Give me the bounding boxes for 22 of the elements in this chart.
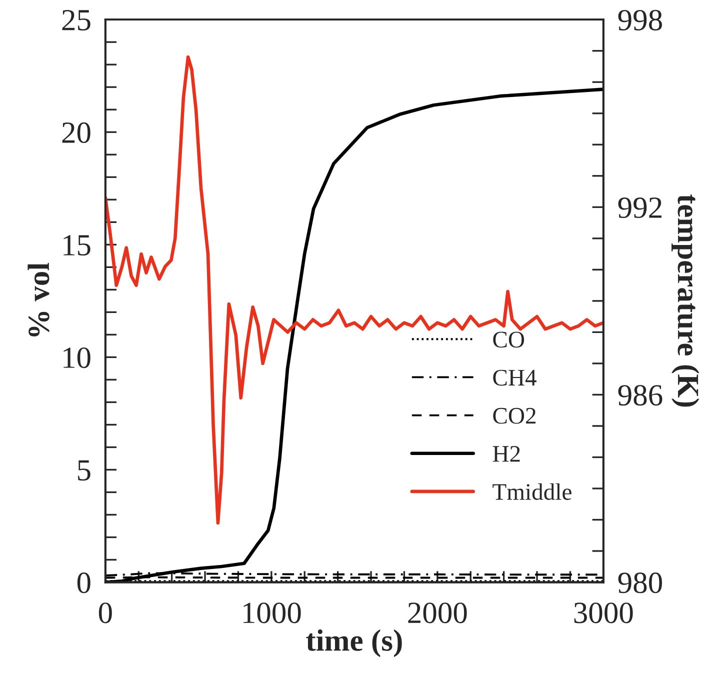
x-tick-label: 2000 [408, 602, 467, 624]
y-tick-label: 25 [62, 10, 90, 30]
legend-label: H2 [492, 446, 520, 462]
y-tick-label: 15 [64, 235, 90, 256]
y-tick-label: 20 [62, 122, 90, 144]
y2-tick-label: 998 [618, 10, 662, 30]
y-tick-label: 10 [64, 347, 90, 368]
legend-label: CO2 [493, 408, 536, 424]
x-tick-label: 1000 [244, 602, 301, 624]
x-tick-label: 0 [98, 602, 112, 624]
legend-label: CH4 [493, 370, 536, 386]
y2-tick-label: 980 [618, 572, 662, 594]
y2-axis-title: temperature (K) [672, 194, 700, 407]
y2-tick-label: 986 [618, 384, 662, 406]
x-tick-label: 3000 [574, 602, 633, 624]
y-axis-title: % vol [28, 262, 50, 336]
y-tick-label: 5 [78, 460, 90, 481]
legend-label: CO [493, 332, 524, 348]
y2-tick-label: 992 [618, 198, 662, 218]
x-axis-title: time (s) [306, 629, 402, 658]
y-tick-label: 0 [77, 572, 90, 594]
legend-label: Tmiddle [492, 483, 572, 500]
